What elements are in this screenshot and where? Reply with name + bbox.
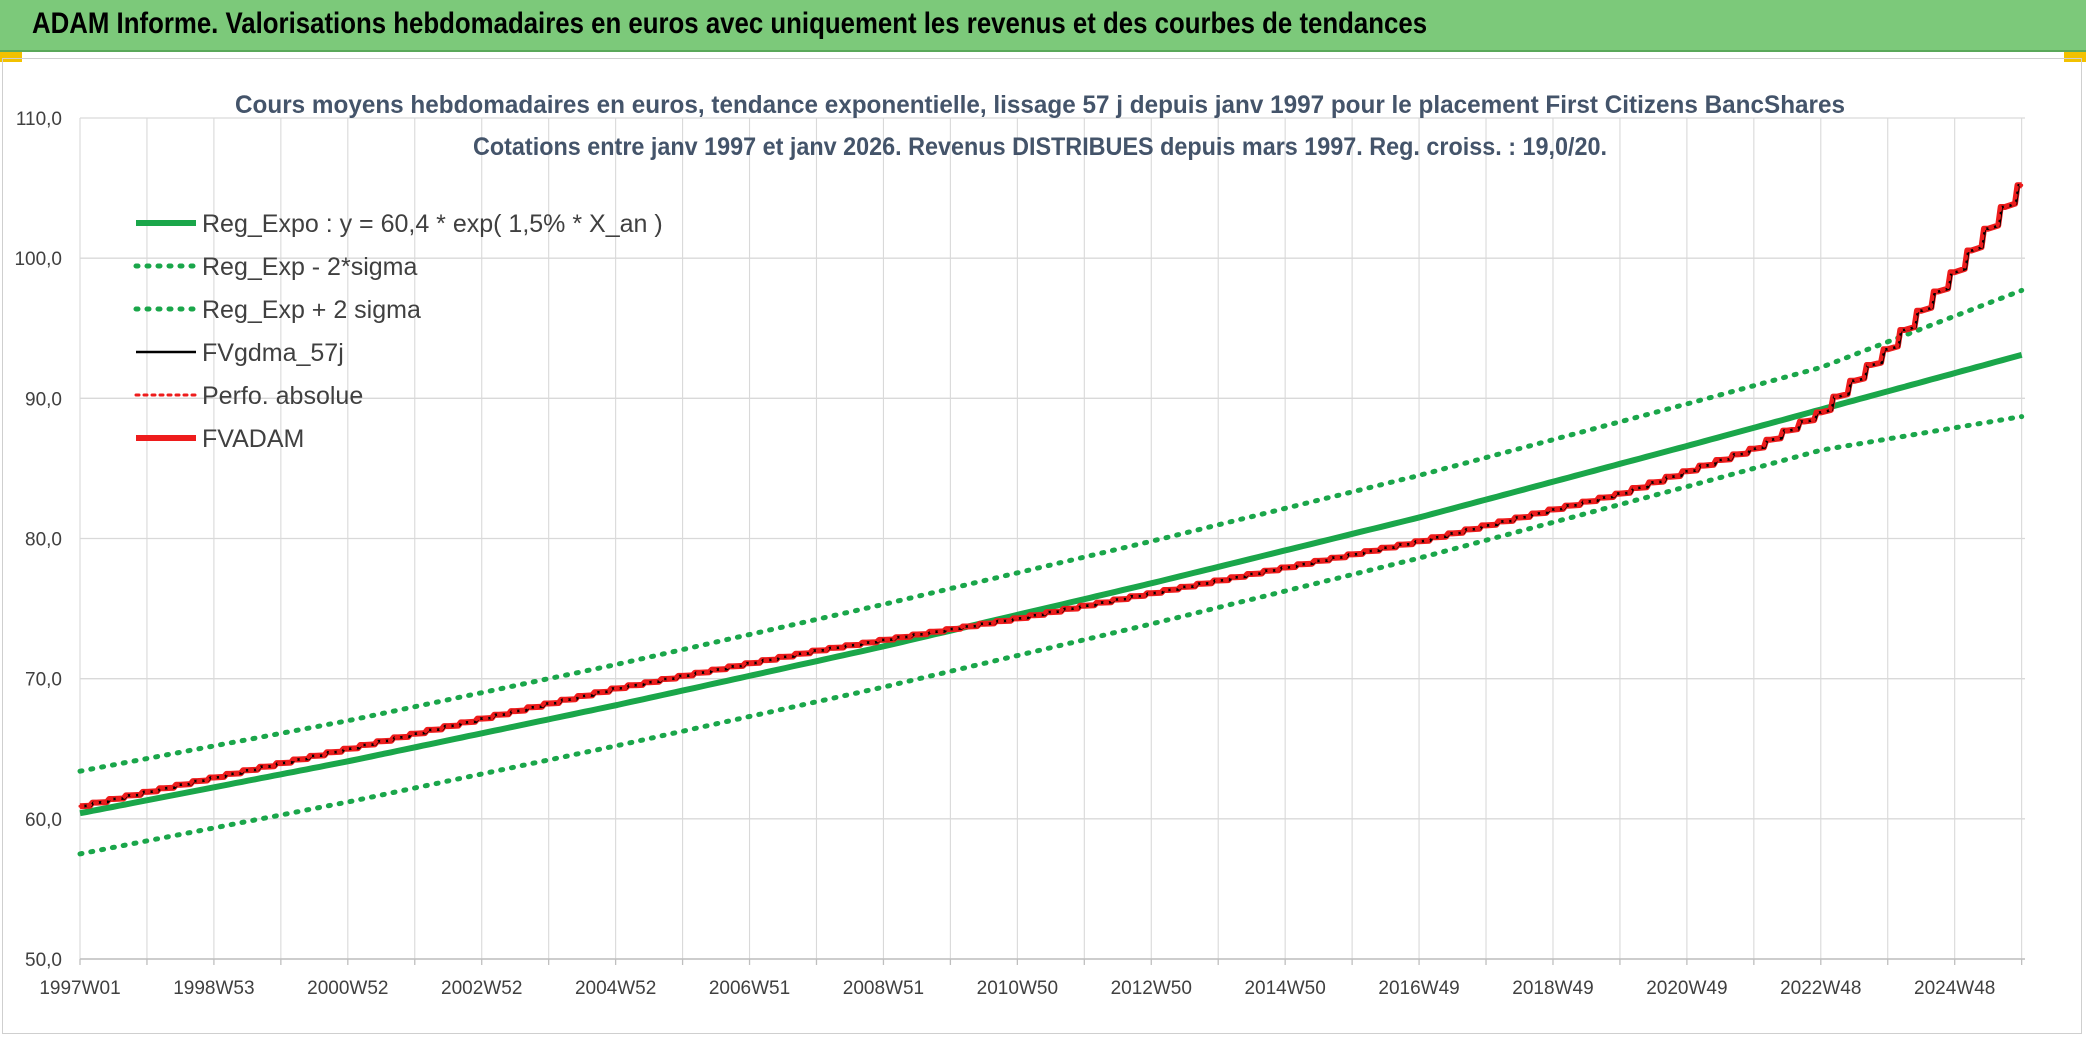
y-tick-label: 80,0	[25, 530, 62, 551]
page-title: ADAM Informe. Valorisations hebdomadaire…	[32, 7, 1428, 40]
x-tick-label: 2000W52	[307, 978, 388, 999]
chart-subtitle: Cotations entre janv 1997 et janv 2026. …	[473, 133, 1607, 161]
y-tick-label: 60,0	[25, 810, 62, 831]
chart-title: Cours moyens hebdomadaires en euros, ten…	[235, 91, 1845, 119]
x-tick-label: 2022W48	[1780, 978, 1861, 999]
x-tick-label: 2006W51	[709, 978, 790, 999]
series-line-2	[77, 287, 2025, 774]
grid	[79, 117, 2025, 960]
x-tick-label: 2018W49	[1512, 978, 1593, 999]
x-tick-label: 1998W53	[173, 978, 254, 999]
legend-label-2: Reg_Exp + 2 sigma	[202, 296, 421, 324]
series-line-1	[77, 414, 2025, 857]
legend-label-4: Perfo. absolue	[202, 382, 363, 410]
x-tick-label: 2024W48	[1914, 978, 1995, 999]
corner-marker-left	[0, 52, 22, 62]
x-tick-label: 2010W50	[977, 978, 1058, 999]
legend: Reg_Expo : y = 60,4 * exp( 1,5% * X_an )…	[133, 210, 663, 453]
legend-label-3: FVgdma_57j	[202, 339, 344, 367]
y-tick-label: 100,0	[14, 249, 62, 270]
x-tick-label: 2004W52	[575, 978, 656, 999]
y-tick-label: 90,0	[25, 389, 62, 410]
x-tick-label: 2012W50	[1111, 978, 1192, 999]
axes: 50,0 60,0 70,0 80,0 90,0 100,0 110,0 1997W01 199…	[14, 109, 2025, 999]
header-banner: ADAM Informe. Valorisations hebdomadaire…	[0, 0, 2086, 52]
x-tick-label: 2008W51	[843, 978, 924, 999]
y-tick-label: 110,0	[16, 109, 62, 130]
x-tick-label: 2016W49	[1378, 978, 1459, 999]
legend-label-1: Reg_Exp - 2*sigma	[202, 253, 417, 281]
legend-label-5: FVADAM	[202, 425, 304, 453]
x-tick-label: 2020W49	[1646, 978, 1727, 999]
corner-marker-right	[2064, 52, 2086, 62]
x-tick-label: 2002W52	[441, 978, 522, 999]
chart-frame	[2, 58, 2082, 1034]
x-tick-label: 2014W50	[1244, 978, 1325, 999]
y-tick-label: 50,0	[25, 950, 62, 971]
series-layer	[77, 182, 2025, 857]
y-tick-label: 70,0	[25, 670, 62, 691]
series-line-0	[79, 351, 2023, 817]
legend-label-0: Reg_Expo : y = 60,4 * exp( 1,5% * X_an )	[202, 210, 663, 238]
x-tick-label: 1997W01	[39, 978, 120, 999]
series-line-4	[78, 183, 2024, 808]
